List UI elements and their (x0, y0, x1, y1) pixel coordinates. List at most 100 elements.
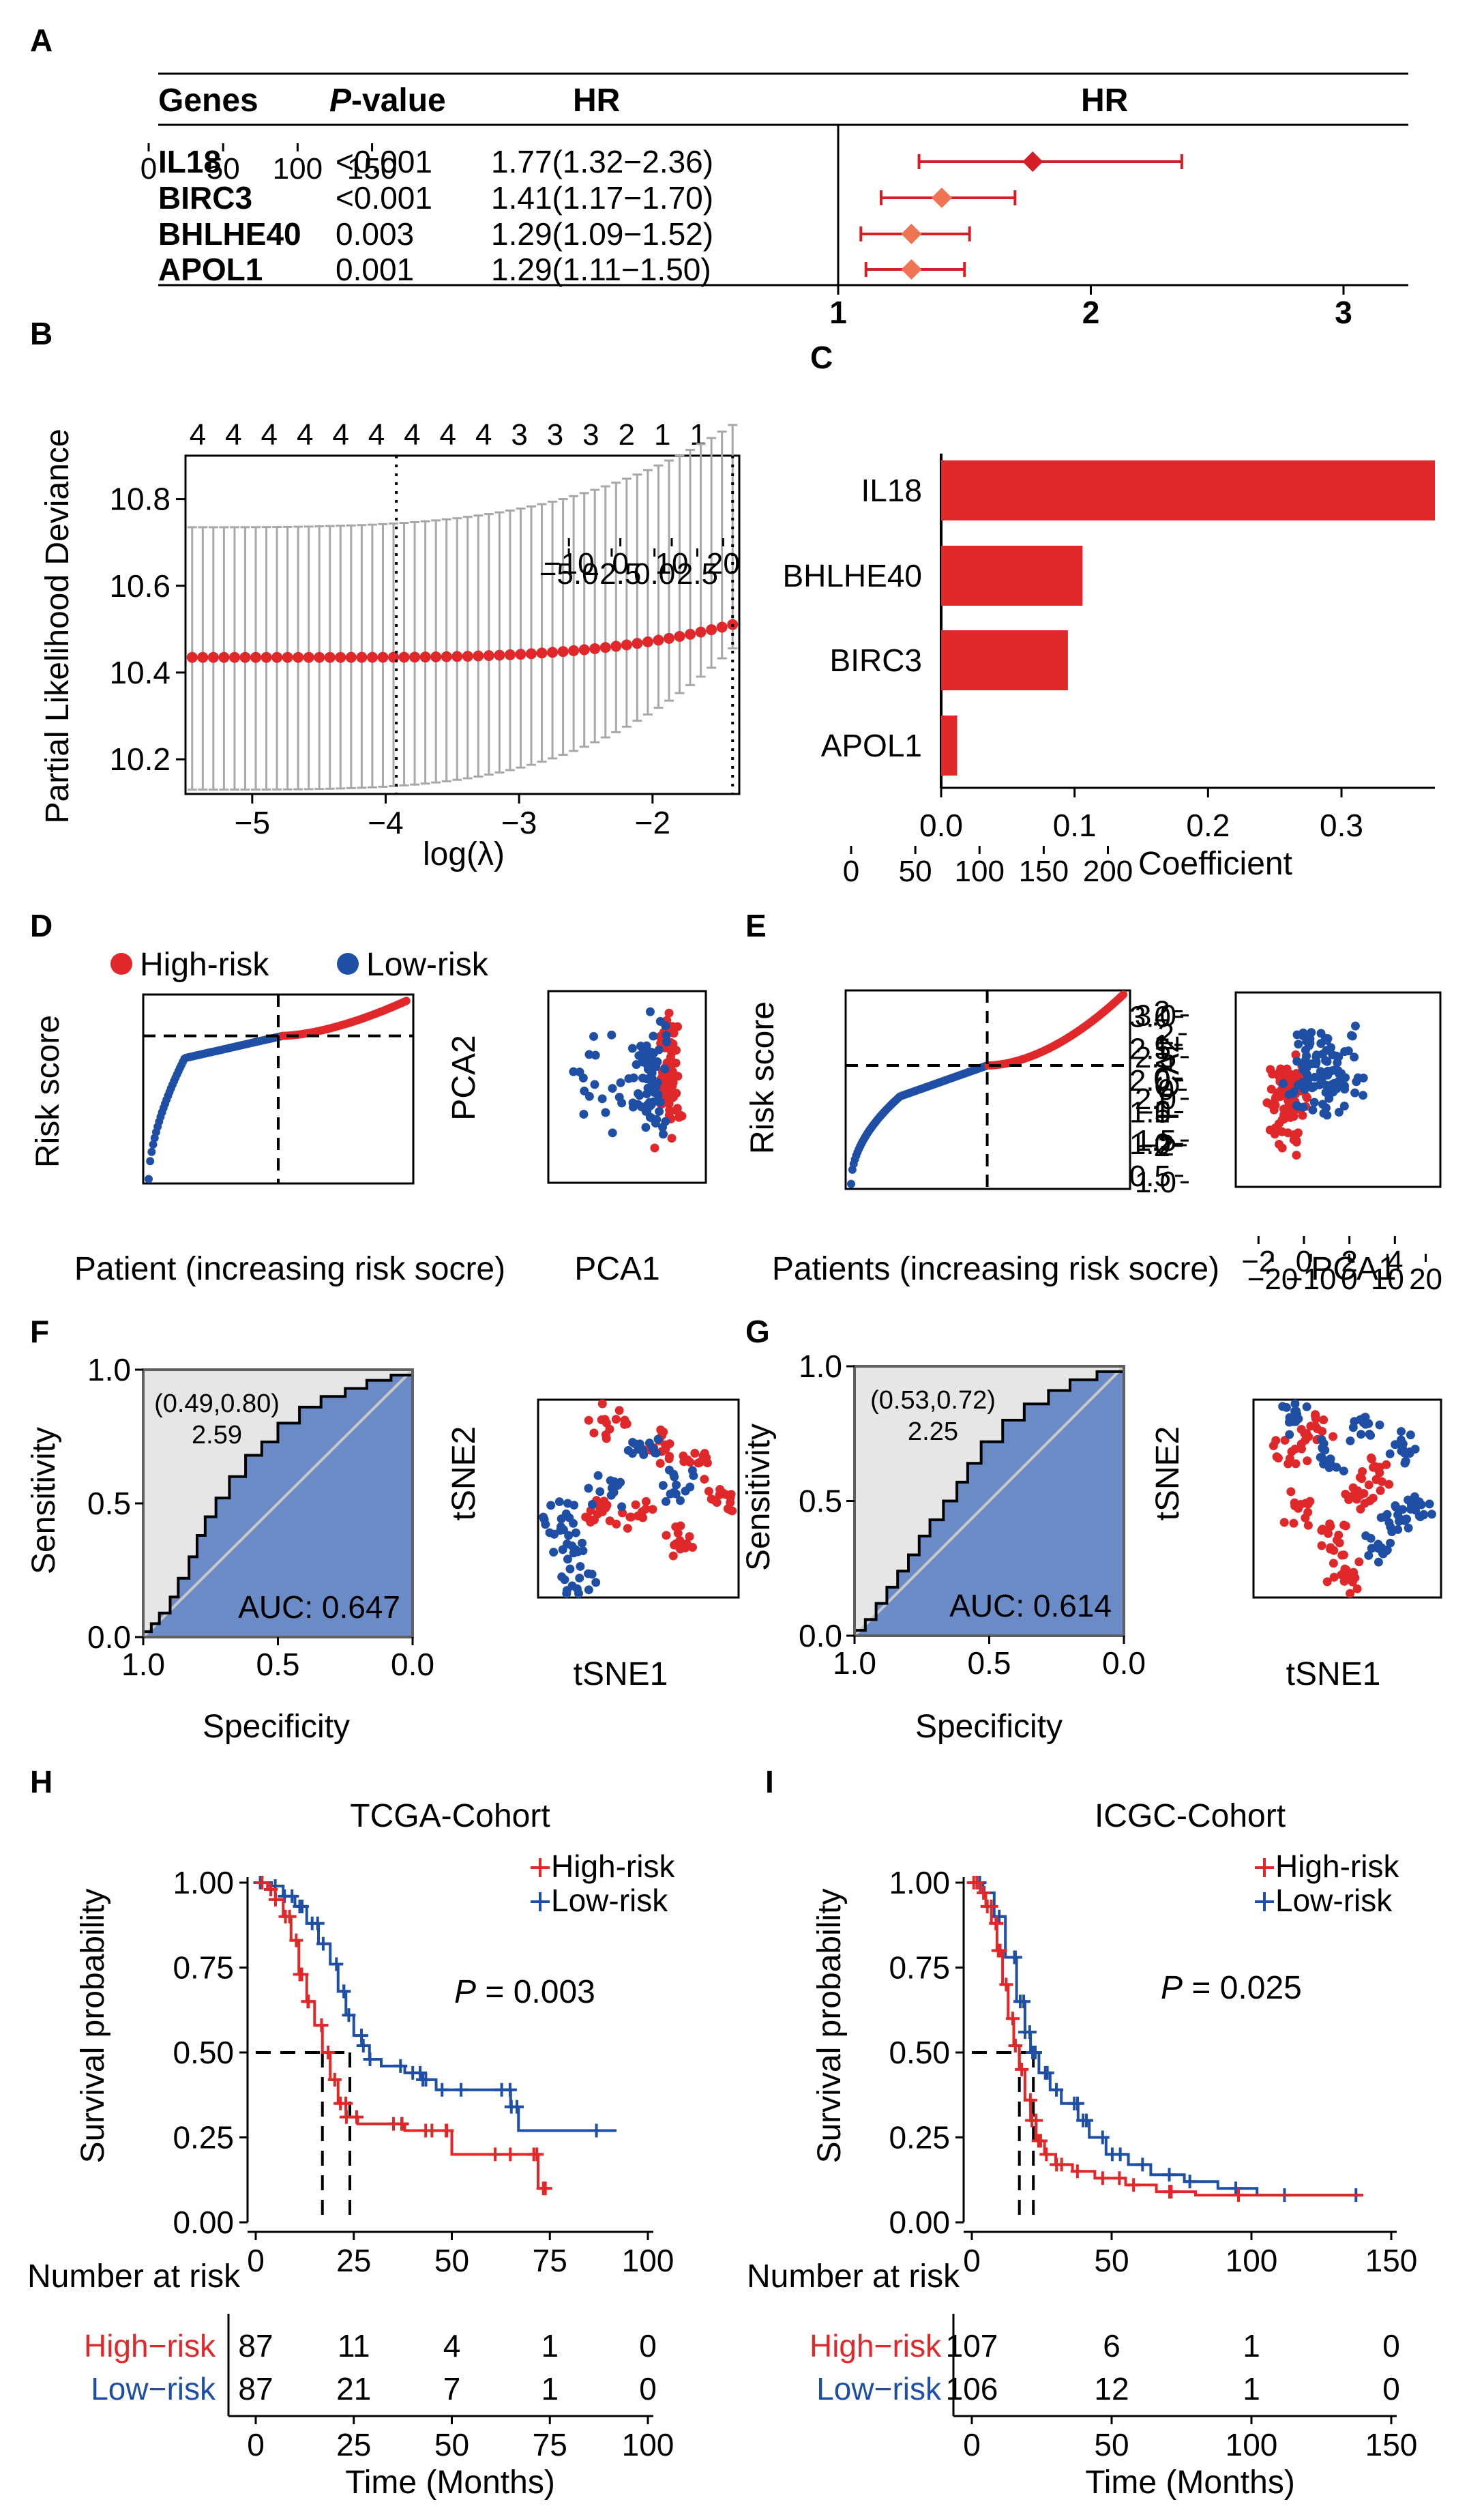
header-hr-plot: HR (1081, 83, 1128, 119)
risk-d-xlabel: Patient (increasing risk socre) (74, 1251, 505, 1287)
cv-point (695, 626, 707, 638)
censor-mark (1095, 2171, 1110, 2185)
scatter-point (1292, 1137, 1301, 1147)
scatter-point (1369, 1462, 1378, 1472)
risk-x-tick-label: 75 (533, 2427, 567, 2462)
scatter-point (1427, 1510, 1436, 1519)
risk-row-label: Low−risk (91, 2371, 216, 2406)
y-tick-label: 1.00 (889, 1865, 950, 1900)
scatter-point (1268, 1441, 1278, 1451)
scatter-point (704, 1486, 713, 1496)
scatter-point (1367, 1453, 1376, 1462)
p-value: 0.001 (336, 252, 414, 287)
y-tick-label: 10.4 (109, 655, 170, 690)
coef-bar (941, 716, 958, 776)
scatter-point (1396, 1435, 1406, 1445)
cv-point (250, 651, 262, 663)
x-tick-label: 1.0 (121, 1647, 165, 1682)
coefficient-panel: IL18 BHLHE40 BIRC3 APOL1 0.0 0.1 0.2 0.3 Coeffi… (782, 454, 1435, 882)
scatter-point (647, 1113, 656, 1123)
legend-marker (1255, 1892, 1274, 1911)
censor-mark (394, 2059, 408, 2073)
scatter-point (567, 1581, 577, 1591)
df-label: 4 (332, 418, 348, 452)
lasso-xlabel: log(λ) (423, 836, 505, 872)
censor-mark (999, 1977, 1013, 1992)
scatter-point (1382, 1546, 1391, 1556)
scatter-point (728, 1506, 737, 1516)
roc-g-xlabel: Specificity (915, 1709, 1063, 1745)
scatter-point (1350, 1021, 1360, 1031)
censor-mark (301, 1995, 316, 2009)
scatter-point (590, 1080, 599, 1089)
panel-label-F: F (30, 1314, 49, 1349)
scatter-point (1329, 1432, 1338, 1441)
scatter-point (569, 1067, 578, 1076)
scatter-point (633, 1100, 642, 1109)
scatter-point (666, 1489, 675, 1499)
scatter-point (1398, 1505, 1408, 1514)
scatter-point (673, 1022, 683, 1031)
scatter-point (644, 1098, 654, 1107)
censor-mark (1022, 2025, 1037, 2040)
cv-point (599, 642, 611, 653)
cv-point (653, 634, 664, 646)
scatter-point (667, 1134, 677, 1143)
scatter-point (550, 1529, 559, 1539)
x-tick-label: 0 (1296, 1245, 1312, 1278)
scatter-point (1374, 1540, 1383, 1549)
cv-point (547, 647, 559, 658)
scatter-point (617, 1502, 627, 1512)
censor-mark (439, 2123, 454, 2138)
y-tick-label: 1.00 (173, 1865, 234, 1900)
df-label: 4 (368, 418, 385, 452)
risk-value: 87 (238, 2371, 273, 2406)
censor-mark (363, 2052, 377, 2066)
icgc-km-panel: ICGC-Cohort 0.000.250.500.751.000 50 100 15… (747, 1798, 1417, 2501)
scatter-point (1359, 1091, 1368, 1100)
x-tick-label: −5.0 (539, 557, 599, 591)
x-tick-label: −4 (368, 805, 403, 840)
scatter-point (1286, 1487, 1296, 1497)
cv-point (536, 647, 548, 659)
scatter-point (1339, 1576, 1349, 1586)
risk-x-tick-label: 100 (622, 2427, 674, 2462)
risk-value: 12 (1094, 2371, 1129, 2406)
scatter-point (1298, 1102, 1308, 1112)
x-tick-label: −2.5 (582, 557, 641, 591)
scatter-point (1346, 1589, 1355, 1598)
censor-mark (1095, 2130, 1110, 2145)
x-tick-label: 0.0 (634, 557, 675, 591)
header-pvalue: P-value (329, 83, 446, 119)
scatter-point (1289, 1130, 1298, 1140)
y-tick-label: 0 (1158, 1074, 1174, 1107)
censor-mark (1008, 2039, 1022, 2053)
y-tick-label: 0.25 (889, 2120, 950, 2155)
cv-point (419, 651, 431, 663)
risk-value: 107 (946, 2328, 998, 2364)
scatter-point (563, 1539, 572, 1548)
censor-mark (356, 2039, 370, 2053)
scatter-point (576, 1561, 585, 1571)
scatter-point (1305, 1034, 1315, 1044)
risk-x-tick-label: 50 (434, 2427, 469, 2462)
censor-mark (1013, 1995, 1028, 2009)
scatter-point (656, 1425, 666, 1434)
scatter-point (648, 1505, 657, 1514)
y-tick-label: 1.0 (1129, 1128, 1171, 1161)
y-tick-label: 1.5 (1135, 1124, 1176, 1158)
censor-mark (488, 2147, 503, 2162)
censor-mark (316, 1937, 330, 1951)
cv-point (409, 651, 421, 663)
coef-x-tick-label: 0.1 (1053, 808, 1097, 843)
scatter-point (673, 1529, 683, 1538)
x-tick-label: 200 (1083, 855, 1133, 888)
censor-mark (282, 1909, 297, 1924)
risk-point (149, 1140, 158, 1149)
legend-label: Low-risk (551, 1883, 668, 1918)
cv-point (578, 644, 590, 656)
risk-e-ylabel: Risk score (745, 1001, 781, 1154)
risk-point (1119, 990, 1128, 999)
legend-label: High-risk (1275, 1849, 1399, 1884)
